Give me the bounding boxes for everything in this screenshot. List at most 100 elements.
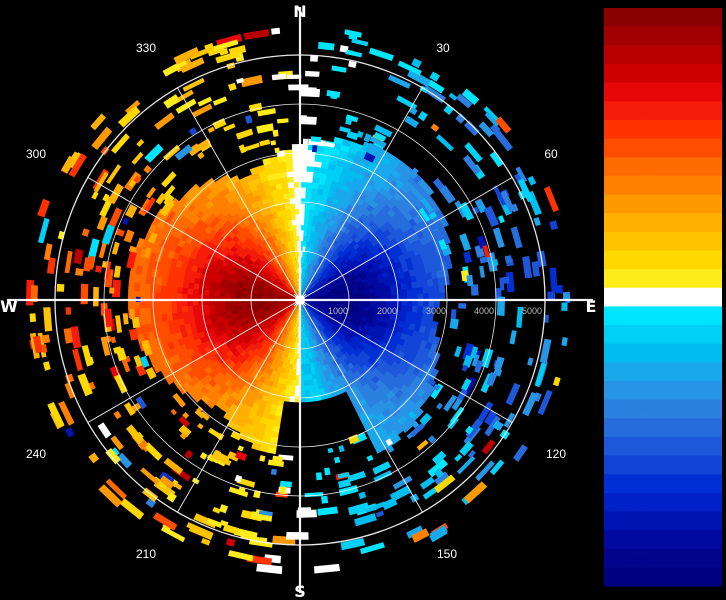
field-cell bbox=[404, 316, 412, 324]
field-cell bbox=[288, 330, 292, 337]
field-cell bbox=[303, 374, 309, 381]
scatter-cell bbox=[561, 337, 568, 347]
field-cell bbox=[383, 151, 395, 161]
field-cell bbox=[277, 377, 284, 385]
field-cell bbox=[342, 302, 349, 306]
field-cell bbox=[405, 311, 413, 319]
field-cell bbox=[286, 324, 291, 331]
field-cell bbox=[315, 237, 321, 244]
scatter-cell bbox=[276, 118, 289, 124]
scatter-cell bbox=[97, 422, 112, 439]
field-cell bbox=[302, 278, 305, 285]
field-cell bbox=[410, 275, 418, 283]
field-cell bbox=[344, 267, 352, 274]
field-cell bbox=[356, 167, 367, 177]
field-cell bbox=[308, 330, 312, 337]
field-cell bbox=[390, 284, 397, 291]
field-cell bbox=[308, 252, 313, 259]
scatter-cell bbox=[90, 113, 107, 131]
field-cell bbox=[302, 290, 307, 296]
field-cell bbox=[364, 216, 373, 225]
field-cell bbox=[362, 420, 373, 430]
field-cell bbox=[300, 149, 309, 156]
scatter-cell bbox=[64, 250, 73, 274]
field-cell bbox=[325, 289, 332, 294]
field-cell bbox=[294, 310, 297, 316]
field-cell bbox=[293, 353, 298, 360]
field-cell bbox=[322, 282, 329, 287]
field-cell bbox=[319, 316, 326, 322]
scatter-cell bbox=[369, 47, 394, 61]
field-cell bbox=[287, 368, 293, 376]
scatter-cell bbox=[561, 302, 568, 311]
field-cell bbox=[325, 229, 331, 237]
field-cell bbox=[329, 284, 336, 289]
field-cell bbox=[310, 294, 317, 298]
field-cell bbox=[309, 330, 314, 337]
scatter-cell bbox=[95, 265, 102, 273]
field-cell bbox=[288, 395, 295, 403]
field-cell bbox=[336, 273, 343, 279]
field-cell bbox=[323, 386, 330, 394]
field-cell bbox=[314, 327, 320, 334]
field-cell bbox=[333, 315, 340, 320]
field-cell bbox=[301, 305, 304, 311]
scatter-cell bbox=[65, 307, 72, 315]
field-cell bbox=[308, 313, 313, 319]
field-cell bbox=[321, 228, 328, 236]
field-cell bbox=[291, 320, 295, 327]
field-cell bbox=[318, 262, 324, 269]
field-cell bbox=[305, 286, 310, 292]
field-cell bbox=[303, 310, 306, 316]
field-cell bbox=[330, 286, 337, 291]
field-cell bbox=[419, 266, 427, 275]
field-cell bbox=[374, 307, 381, 313]
scatter-cell bbox=[324, 467, 331, 476]
scatter-cell bbox=[346, 130, 359, 141]
field-cell bbox=[308, 288, 313, 294]
field-cell bbox=[411, 281, 418, 289]
bearing-label-210: 210 bbox=[136, 547, 156, 561]
field-cell bbox=[302, 289, 306, 296]
field-cell bbox=[323, 352, 330, 360]
field-cell bbox=[304, 292, 310, 297]
scatter-cell bbox=[219, 504, 229, 514]
field-cell bbox=[295, 380, 300, 387]
field-cell bbox=[267, 446, 277, 455]
field-cell bbox=[413, 324, 422, 333]
legend-label: 4.00m/s bbox=[608, 180, 645, 192]
field-cell bbox=[389, 434, 402, 445]
field-cell bbox=[305, 352, 310, 360]
field-cell bbox=[297, 305, 300, 312]
field-cell bbox=[328, 263, 335, 270]
scatter-cell bbox=[154, 112, 175, 130]
field-cell bbox=[306, 363, 311, 370]
field-cell bbox=[307, 287, 312, 293]
field-cell bbox=[127, 290, 135, 300]
scatter-cell bbox=[338, 479, 352, 489]
field-cell bbox=[319, 172, 328, 180]
scatter-cell bbox=[404, 115, 419, 128]
field-cell bbox=[305, 279, 308, 285]
field-cell bbox=[301, 289, 305, 296]
field-cell bbox=[326, 235, 333, 243]
field-cell bbox=[305, 296, 311, 299]
scatter-cell bbox=[527, 357, 534, 366]
field-cell bbox=[319, 287, 326, 292]
field-cell bbox=[400, 283, 408, 290]
field-cell bbox=[317, 382, 324, 390]
field-cell bbox=[306, 286, 311, 292]
field-cell bbox=[285, 384, 291, 392]
field-cell bbox=[308, 290, 314, 295]
scatter-cell bbox=[93, 286, 99, 307]
field-cell bbox=[374, 291, 381, 297]
field-cell bbox=[322, 273, 329, 279]
scatter-cell bbox=[375, 510, 385, 518]
field-cell bbox=[379, 304, 387, 310]
field-cell bbox=[319, 244, 325, 252]
field-cell bbox=[340, 311, 348, 316]
field-cell bbox=[306, 230, 312, 237]
scatter-cell bbox=[163, 94, 180, 109]
field-cell bbox=[391, 169, 403, 180]
field-cell bbox=[305, 301, 311, 305]
